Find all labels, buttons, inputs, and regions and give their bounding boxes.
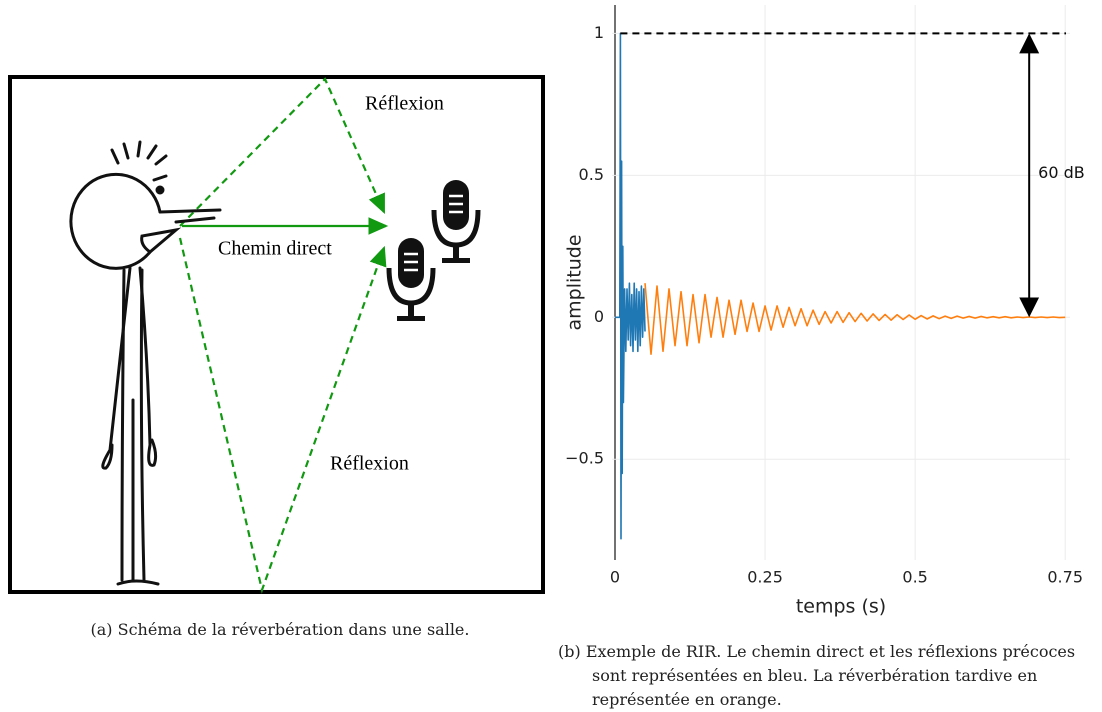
reflection-path: [178, 237, 387, 594]
y-axis-title: amplitude: [564, 234, 586, 330]
x-tick-label: 0.25: [747, 568, 783, 587]
y-tick-label: −0.5: [565, 449, 604, 468]
room: [8, 75, 545, 594]
label: Réflexion: [365, 93, 444, 115]
person: [69, 140, 222, 586]
x-tick-label: 0.75: [1047, 568, 1083, 587]
y-tick-label: 0: [594, 307, 604, 326]
annotation-label: 60 dB: [1038, 163, 1085, 182]
signal-line: [615, 32, 646, 540]
chart: 0 0.25 0.5 0.75 −0.5 0 0.5 1 temps (s) amplitude 6…: [564, 5, 1085, 618]
sound-paths: [178, 77, 389, 594]
x-tick-label: 0.5: [902, 568, 927, 587]
signal-line: [644, 283, 1066, 355]
microphone: [386, 238, 436, 321]
caption: (a) Schéma de la réverbération dans une …: [90, 620, 470, 639]
label: Réflexion: [330, 453, 409, 475]
microphone: [431, 180, 481, 263]
label: Chemin direct: [218, 238, 332, 260]
x-axis-title: temps (s): [796, 596, 886, 618]
x-tick-label: 0: [610, 568, 620, 587]
caption: (b) Exemple de RIR. Le chemin direct et …: [558, 642, 1076, 709]
y-tick-label: 0.5: [579, 165, 604, 184]
room-diagram: Réflexion Chemin direct Réflexion: [8, 75, 545, 594]
microphones: [386, 180, 481, 321]
reflection-path: [179, 77, 386, 227]
y-tick-label: 1: [594, 23, 604, 42]
